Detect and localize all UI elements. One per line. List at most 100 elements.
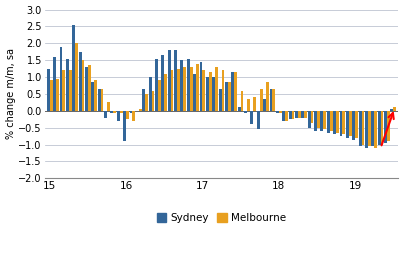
Bar (187, 58, 190, 111)
Bar (177, 69, 180, 111)
Bar (82, 60, 84, 111)
Bar (276, 111, 279, 113)
Bar (391, 109, 393, 111)
Bar (253, 97, 256, 111)
Bar (158, 81, 161, 111)
Bar (221, 70, 224, 111)
Bar (238, 107, 241, 111)
Bar (168, 50, 170, 111)
Bar (279, 111, 282, 113)
Bar (94, 81, 97, 111)
Bar (327, 111, 330, 133)
Bar (365, 111, 368, 148)
Bar (384, 111, 387, 143)
Bar (282, 111, 285, 121)
Bar (101, 89, 103, 111)
Bar (152, 91, 154, 111)
Bar (164, 74, 167, 111)
Bar (170, 70, 173, 111)
Bar (91, 82, 94, 111)
Bar (53, 57, 56, 111)
Bar (130, 111, 133, 113)
Bar (133, 111, 135, 121)
Bar (209, 72, 212, 111)
Bar (206, 77, 209, 111)
Bar (149, 77, 152, 111)
Bar (219, 89, 221, 111)
Bar (117, 111, 120, 121)
Bar (393, 107, 396, 111)
Bar (181, 60, 183, 111)
Bar (126, 111, 129, 119)
Bar (174, 50, 177, 111)
Bar (110, 111, 114, 113)
Bar (292, 111, 295, 119)
Bar (289, 111, 292, 119)
Bar (340, 111, 343, 136)
Bar (98, 89, 101, 111)
Bar (330, 111, 332, 131)
Bar (212, 77, 215, 111)
Bar (231, 72, 234, 111)
Bar (104, 111, 107, 118)
Bar (374, 111, 377, 148)
Bar (244, 111, 247, 113)
Bar (308, 111, 311, 128)
Bar (85, 67, 88, 111)
Bar (161, 55, 164, 111)
Bar (311, 111, 314, 123)
Bar (183, 67, 186, 111)
Bar (257, 111, 260, 129)
Bar (88, 65, 91, 111)
Bar (368, 111, 371, 146)
Bar (285, 111, 288, 121)
Bar (241, 91, 244, 111)
Bar (200, 62, 202, 111)
Bar (317, 111, 320, 128)
Bar (145, 94, 148, 111)
Bar (349, 111, 351, 136)
Bar (343, 111, 345, 134)
Bar (320, 111, 323, 131)
Bar (56, 79, 59, 111)
Bar (301, 111, 304, 118)
Bar (225, 82, 228, 111)
Bar (295, 111, 298, 118)
Bar (123, 111, 126, 141)
Bar (352, 111, 355, 139)
Bar (142, 89, 145, 111)
Bar (323, 111, 326, 129)
Bar (193, 74, 196, 111)
Bar (72, 25, 75, 111)
Bar (234, 72, 237, 111)
Bar (371, 111, 374, 146)
Bar (155, 58, 158, 111)
Bar (196, 64, 199, 111)
Bar (59, 47, 63, 111)
Bar (387, 111, 390, 141)
Bar (215, 67, 218, 111)
Bar (381, 111, 383, 145)
Bar (139, 109, 142, 111)
Bar (333, 111, 336, 134)
Bar (362, 111, 364, 145)
Bar (202, 70, 205, 111)
Y-axis label: % change m/m, sa: % change m/m, sa (6, 49, 16, 139)
Bar (346, 111, 349, 138)
Bar (355, 111, 358, 138)
Bar (260, 89, 263, 111)
Bar (47, 69, 50, 111)
Bar (266, 82, 269, 111)
Bar (272, 89, 275, 111)
Bar (263, 99, 266, 111)
Bar (114, 111, 116, 113)
Bar (304, 111, 307, 118)
Bar (190, 67, 193, 111)
Bar (69, 70, 72, 111)
Bar (247, 99, 250, 111)
Bar (50, 81, 53, 111)
Bar (75, 43, 78, 111)
Bar (66, 58, 69, 111)
Bar (378, 111, 381, 145)
Bar (120, 111, 122, 113)
